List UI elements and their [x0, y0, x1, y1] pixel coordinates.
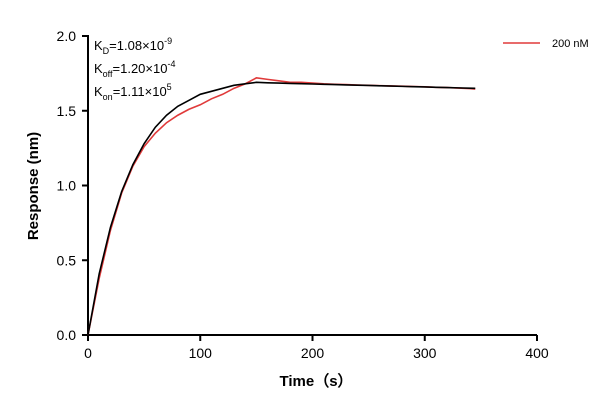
- x-tick-label: 400: [525, 345, 549, 361]
- annotation: KD=1.08×10-9: [94, 36, 172, 56]
- annotation-subscript: D: [103, 46, 110, 56]
- y-tick-label: 1.5: [57, 103, 77, 119]
- annotation-subscript: off: [103, 69, 113, 79]
- legend-label: 200 nM: [552, 38, 589, 50]
- y-tick-label: 1.0: [57, 178, 77, 194]
- series-line: [87, 77, 476, 336]
- x-tick-label: 200: [301, 345, 325, 361]
- x-axis-label: Time（s）: [279, 372, 352, 390]
- annotation-superscript: 5: [167, 82, 172, 92]
- x-tick-label: 100: [189, 345, 213, 361]
- annotation-text: =1.08×10: [109, 38, 164, 53]
- annotation-superscript: -4: [167, 59, 175, 69]
- annotation: Koff=1.20×10-4: [94, 59, 175, 79]
- y-tick-label: 2.0: [57, 28, 77, 44]
- annotation-text: =1.20×10: [113, 61, 168, 76]
- series-line: [87, 81, 476, 336]
- y-tick-label: 0.5: [57, 252, 77, 268]
- x-tick-label: 0: [84, 345, 92, 361]
- annotation: Kon=1.11×105: [94, 82, 172, 102]
- annotation-symbol: K: [94, 38, 103, 53]
- x-tick-label: 300: [413, 345, 437, 361]
- annotation-symbol: K: [94, 61, 103, 76]
- annotation-symbol: K: [94, 84, 103, 99]
- annotation-text: =1.11×10: [113, 84, 167, 99]
- y-axis-label: Response (nm): [25, 132, 42, 240]
- annotation-subscript: on: [103, 92, 113, 102]
- y-tick-label: 0.0: [57, 327, 77, 343]
- annotation-superscript: -9: [164, 36, 172, 46]
